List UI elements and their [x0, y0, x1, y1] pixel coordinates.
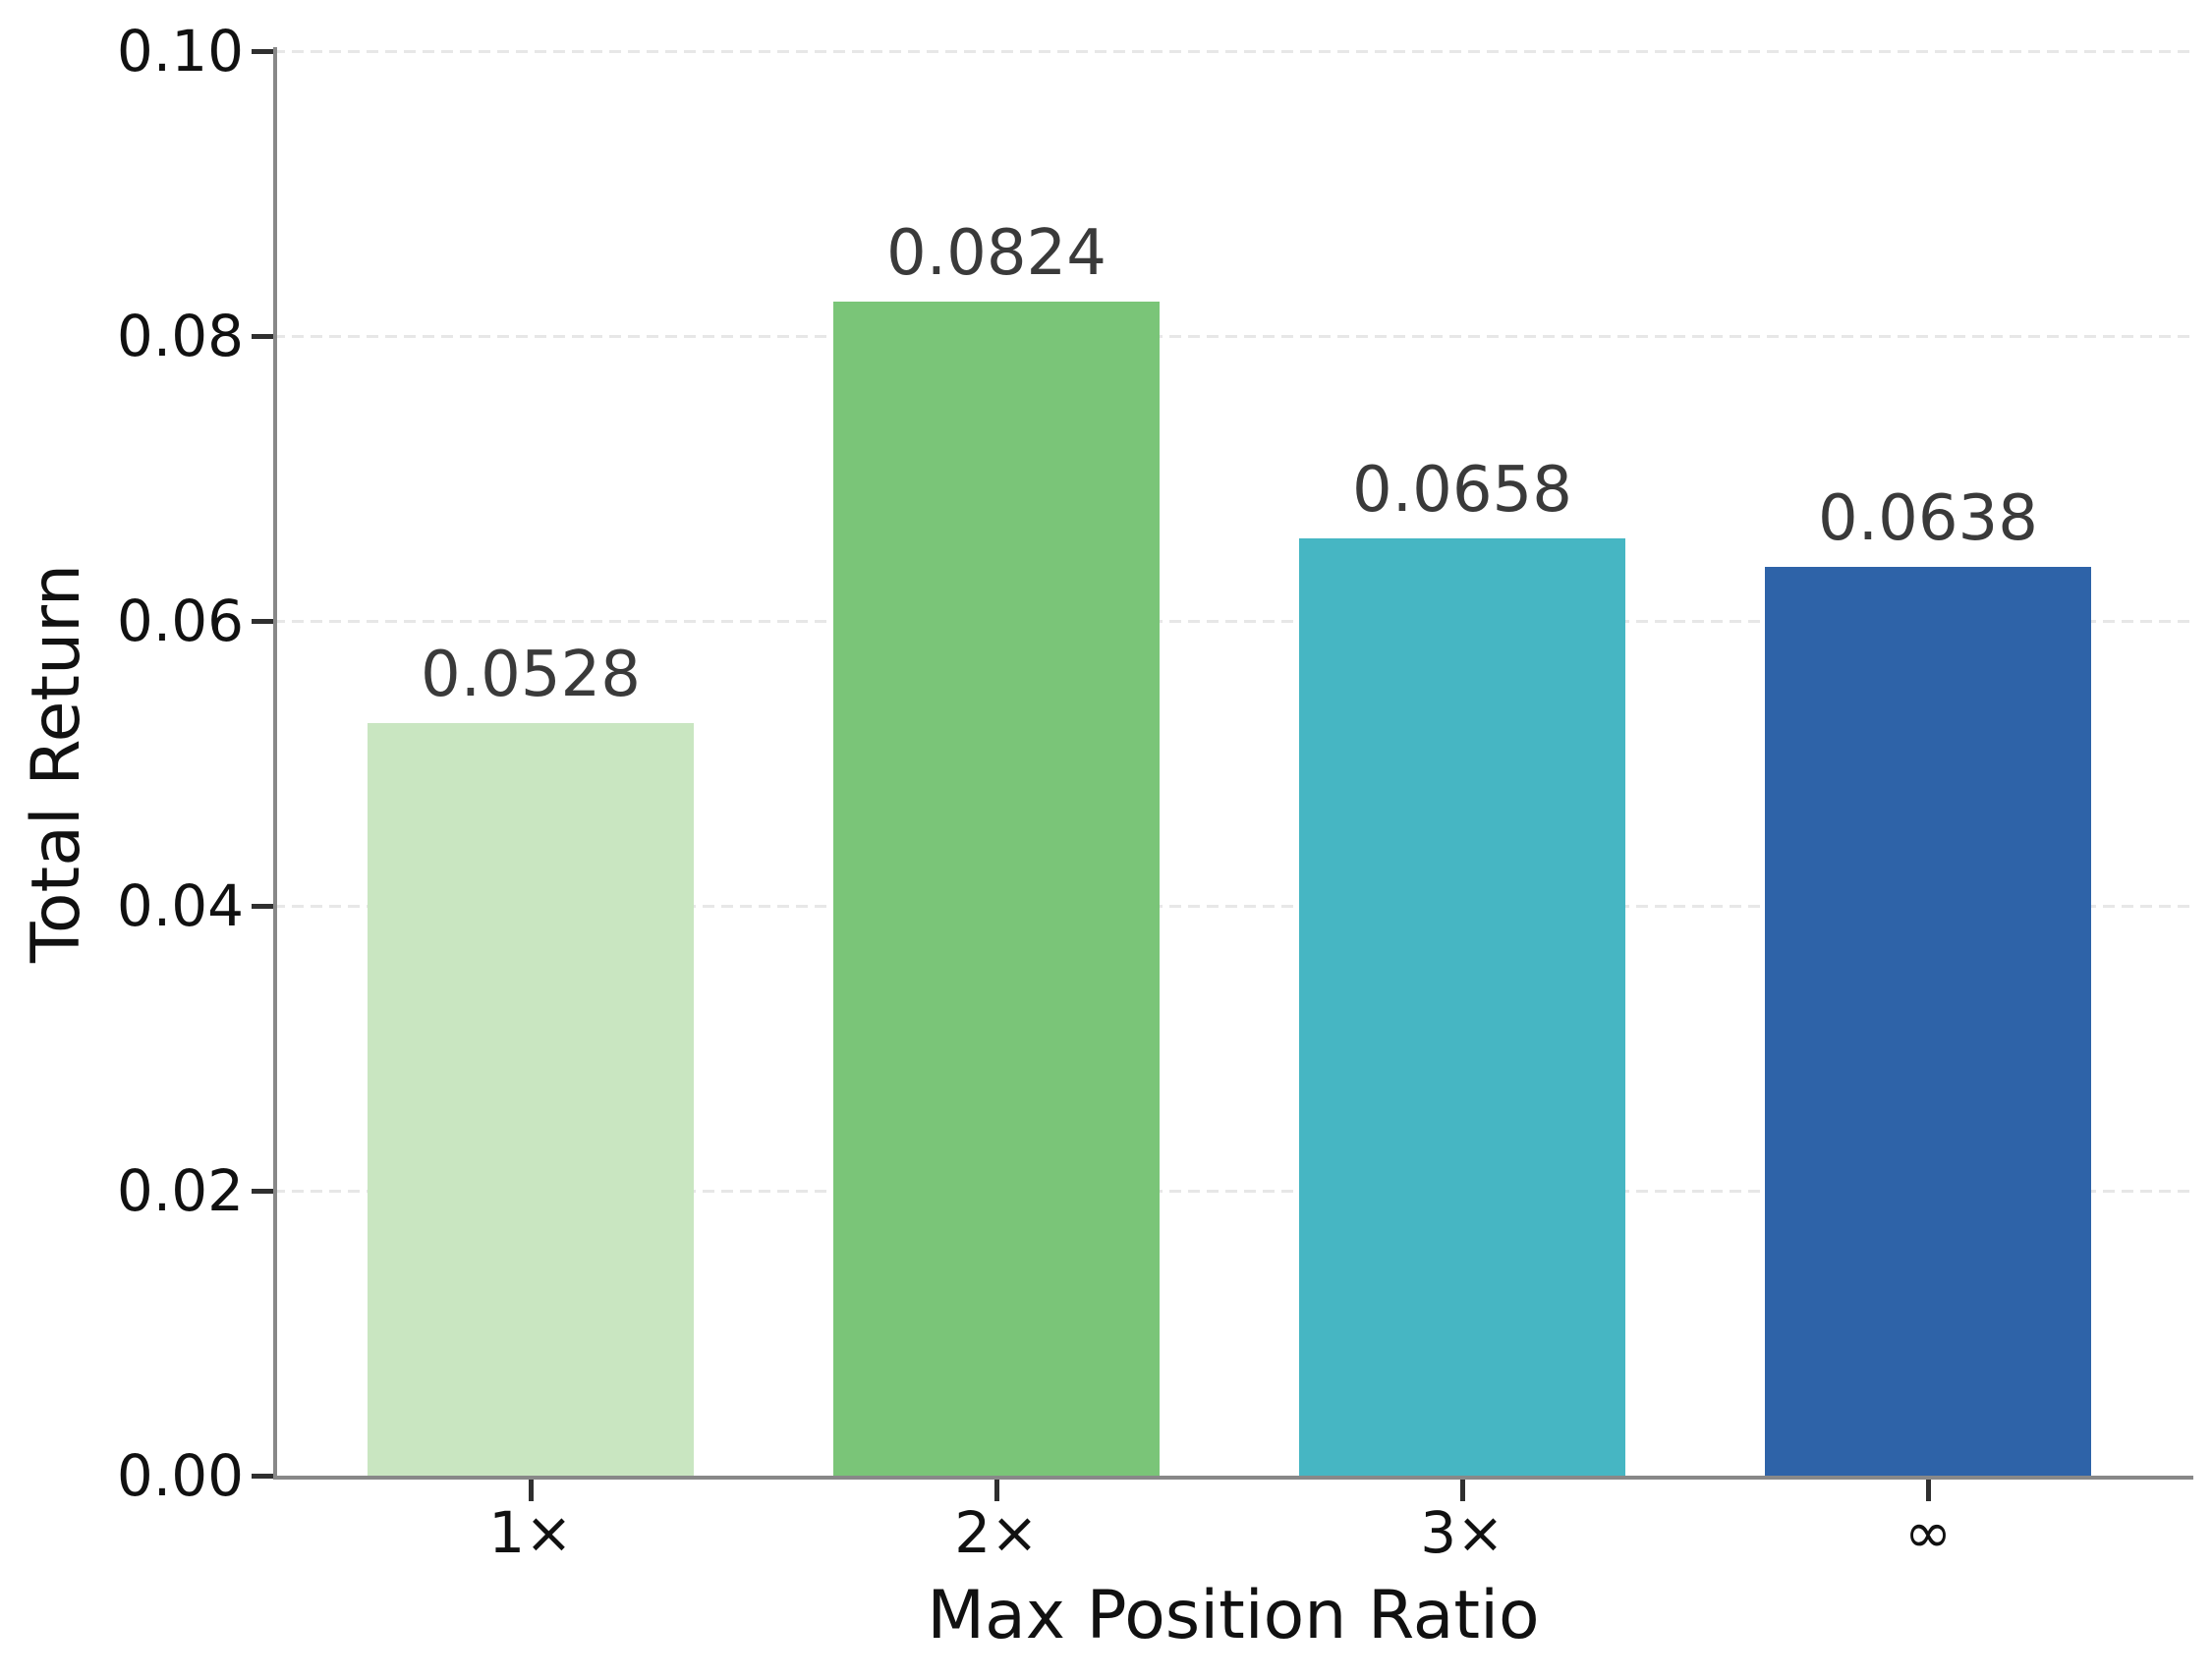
grid-line: [273, 1190, 2193, 1193]
y-axis-spine: [273, 47, 277, 1480]
bar-value-label: 0.0658: [1352, 453, 1572, 527]
bar-value-label: 0.0824: [886, 217, 1106, 291]
x-tick-mark: [994, 1480, 999, 1501]
x-tick-mark: [1926, 1480, 1931, 1501]
grid-line: [273, 335, 2193, 338]
y-tick-mark: [252, 1474, 273, 1479]
x-tick-mark: [529, 1480, 534, 1501]
x-tick-label: 1×: [488, 1499, 573, 1566]
grid-line: [273, 905, 2193, 908]
bar-value-label: 0.0528: [421, 639, 641, 712]
y-tick-mark: [252, 334, 273, 339]
x-tick-mark: [1460, 1480, 1465, 1501]
y-tick-label: 0.00: [116, 1442, 244, 1509]
x-tick-label: ∞: [1903, 1499, 1953, 1566]
bar: [833, 302, 1160, 1476]
y-tick-label: 0.08: [116, 303, 244, 369]
y-tick-label: 0.06: [116, 588, 244, 654]
y-tick-label: 0.02: [116, 1157, 244, 1224]
bar: [368, 723, 694, 1476]
grid-line: [273, 50, 2193, 53]
y-tick-mark: [252, 1189, 273, 1194]
x-tick-label: 3×: [1420, 1499, 1504, 1566]
grid-line: [273, 620, 2193, 623]
x-axis-label: Max Position Ratio: [927, 1577, 1540, 1654]
x-axis-spine: [273, 1476, 2193, 1480]
y-axis-label: Total Return: [18, 563, 95, 964]
bar: [1765, 566, 2091, 1476]
x-tick-label: 2×: [954, 1499, 1039, 1566]
y-tick-mark: [252, 619, 273, 624]
bar: [1299, 537, 1625, 1476]
y-tick-mark: [252, 49, 273, 54]
y-tick-label: 0.10: [116, 18, 244, 84]
y-tick-label: 0.04: [116, 872, 244, 939]
y-tick-mark: [252, 904, 273, 909]
bar-value-label: 0.0638: [1818, 481, 2038, 555]
